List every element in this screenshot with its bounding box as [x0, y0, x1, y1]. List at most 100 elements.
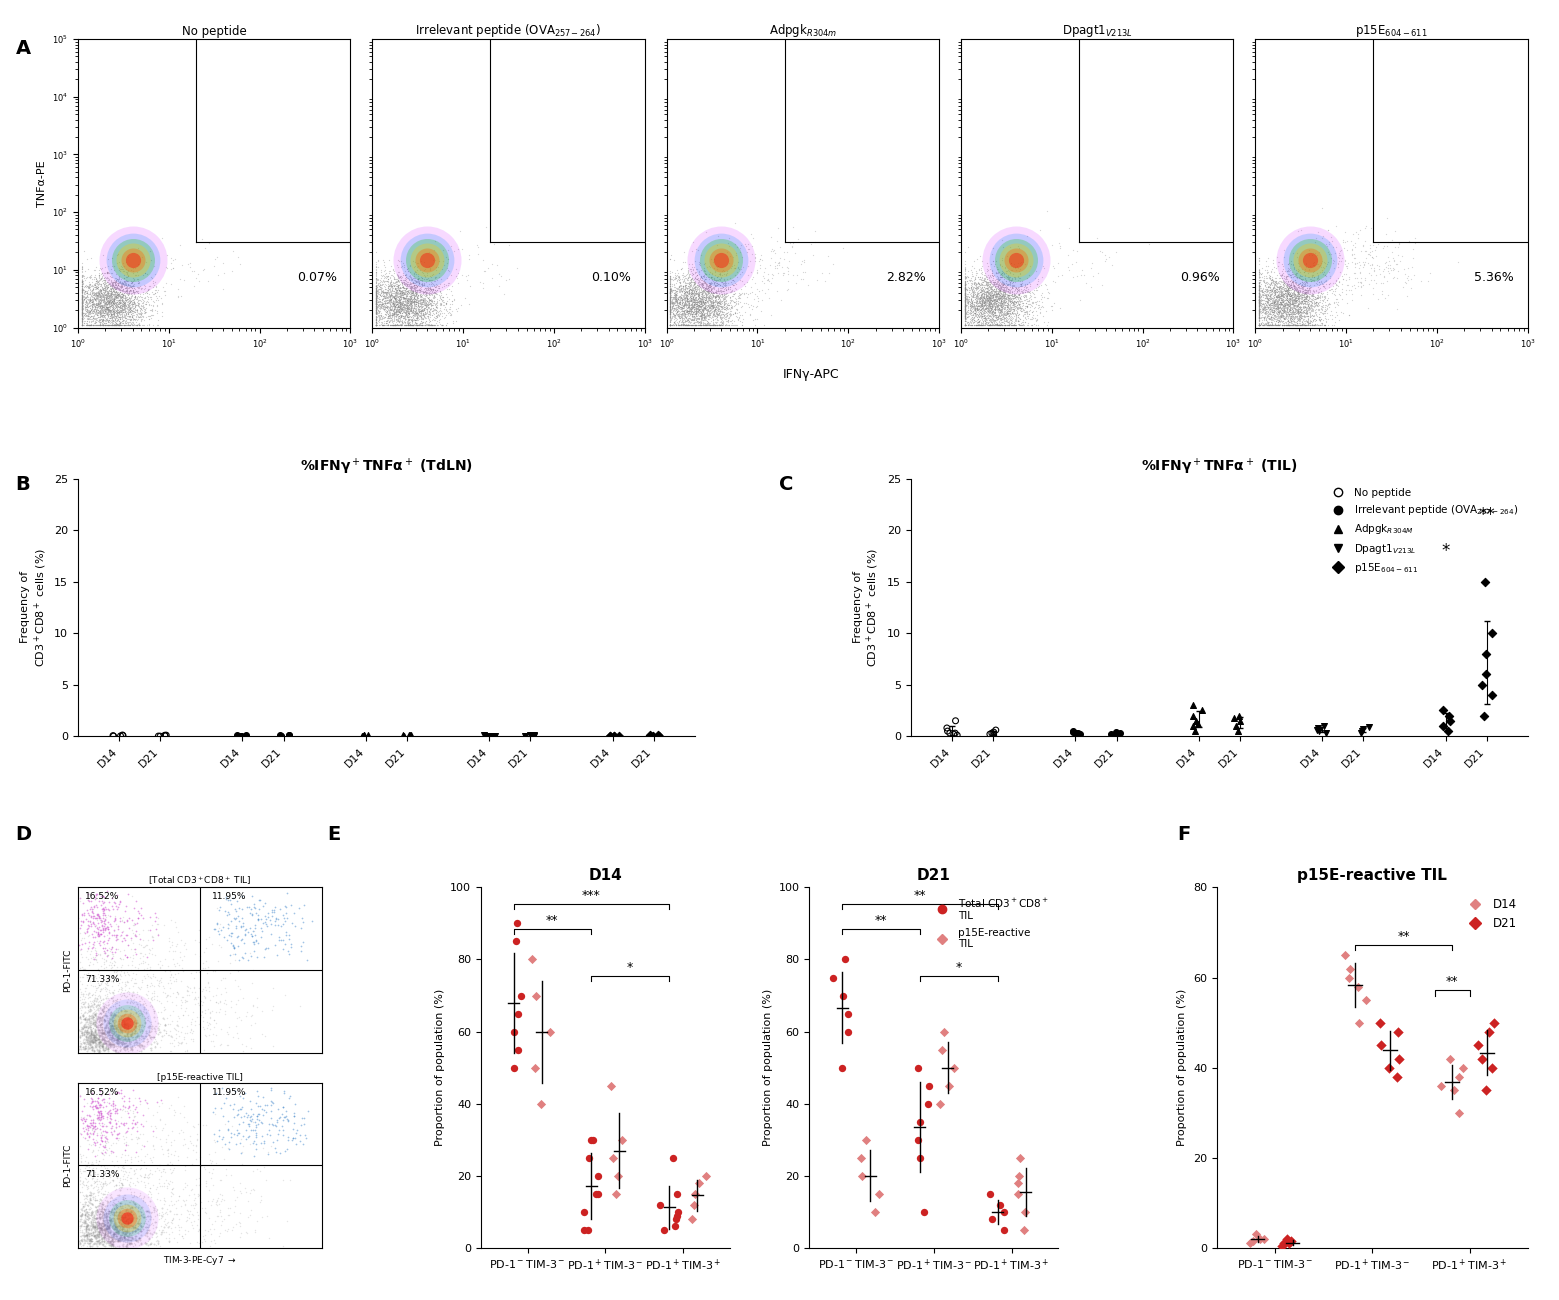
Point — [708, 269, 733, 290]
Point — [1264, 285, 1289, 306]
Point — [670, 315, 695, 335]
Point — [953, 289, 977, 309]
Point — [684, 306, 709, 326]
Point — [413, 311, 438, 332]
Point — [1292, 289, 1317, 309]
Point — [388, 296, 413, 317]
Point — [103, 1212, 128, 1232]
Point — [123, 286, 148, 307]
Point — [204, 1195, 229, 1216]
Point — [663, 298, 688, 318]
Point — [83, 312, 108, 333]
Point — [382, 278, 407, 299]
Point — [1289, 269, 1314, 290]
Point — [717, 277, 742, 298]
Point — [433, 306, 458, 326]
Point — [658, 300, 683, 321]
Point — [78, 1005, 103, 1026]
Point — [371, 281, 396, 302]
Point — [977, 306, 1002, 326]
Point — [388, 269, 413, 290]
Point — [380, 265, 405, 286]
Point — [97, 1022, 122, 1043]
Point — [981, 309, 1006, 330]
Point — [184, 1123, 209, 1144]
Point — [1361, 260, 1386, 281]
Point — [87, 980, 112, 1001]
Point — [69, 298, 94, 318]
Point — [1277, 286, 1302, 307]
Point — [658, 287, 683, 308]
Point — [1372, 266, 1397, 287]
Point — [374, 283, 399, 304]
Point — [658, 270, 683, 291]
Point — [1260, 274, 1285, 295]
Point — [106, 1186, 131, 1206]
Point — [1285, 313, 1310, 334]
Point — [1283, 277, 1308, 298]
Point — [988, 313, 1013, 334]
Point — [128, 276, 153, 296]
Point — [990, 289, 1015, 309]
Point — [1292, 315, 1317, 335]
Point — [663, 291, 688, 312]
Point — [1250, 299, 1275, 320]
Point — [1353, 217, 1378, 238]
Point — [435, 274, 460, 295]
Point — [995, 307, 1020, 328]
Point — [982, 298, 1007, 318]
Point — [374, 287, 399, 308]
Point — [1274, 281, 1299, 302]
Point — [1269, 286, 1294, 307]
Point — [83, 302, 108, 322]
Point — [391, 298, 416, 318]
Point — [114, 1225, 139, 1245]
Point — [87, 910, 112, 931]
Point — [1247, 280, 1272, 300]
Point — [134, 958, 159, 979]
Point — [111, 1027, 136, 1048]
Point — [363, 290, 388, 311]
Point — [106, 270, 131, 291]
Point — [1281, 257, 1306, 278]
Point — [683, 287, 708, 308]
Point — [977, 290, 1002, 311]
Point — [111, 285, 136, 306]
Point — [104, 309, 129, 330]
Point — [80, 1214, 104, 1235]
Point — [363, 283, 388, 304]
Point — [968, 295, 993, 316]
Point — [979, 285, 1004, 306]
Point — [1261, 309, 1286, 330]
Point — [83, 295, 108, 316]
Point — [1281, 265, 1306, 286]
Point — [83, 1202, 108, 1223]
Point — [393, 278, 418, 299]
Point — [741, 266, 765, 287]
Point — [995, 286, 1020, 307]
Point — [73, 1186, 98, 1206]
Point — [92, 292, 117, 313]
Point — [723, 287, 748, 308]
Point — [1359, 257, 1384, 278]
Point — [237, 1106, 262, 1127]
Point — [95, 1128, 120, 1149]
Point — [1272, 315, 1297, 335]
Point — [94, 295, 118, 316]
Point — [995, 260, 1020, 281]
Point — [711, 304, 736, 325]
Point — [112, 1206, 137, 1227]
Point — [988, 291, 1013, 312]
Point — [104, 961, 129, 982]
Point — [982, 285, 1007, 306]
Point — [1296, 296, 1320, 317]
Point — [390, 273, 415, 294]
Point — [218, 996, 243, 1017]
Point — [1288, 291, 1313, 312]
Point — [78, 303, 103, 324]
Point — [100, 274, 125, 295]
Point — [73, 1034, 98, 1054]
Point — [1001, 276, 1026, 296]
Point — [81, 309, 106, 330]
Point — [988, 254, 1013, 274]
